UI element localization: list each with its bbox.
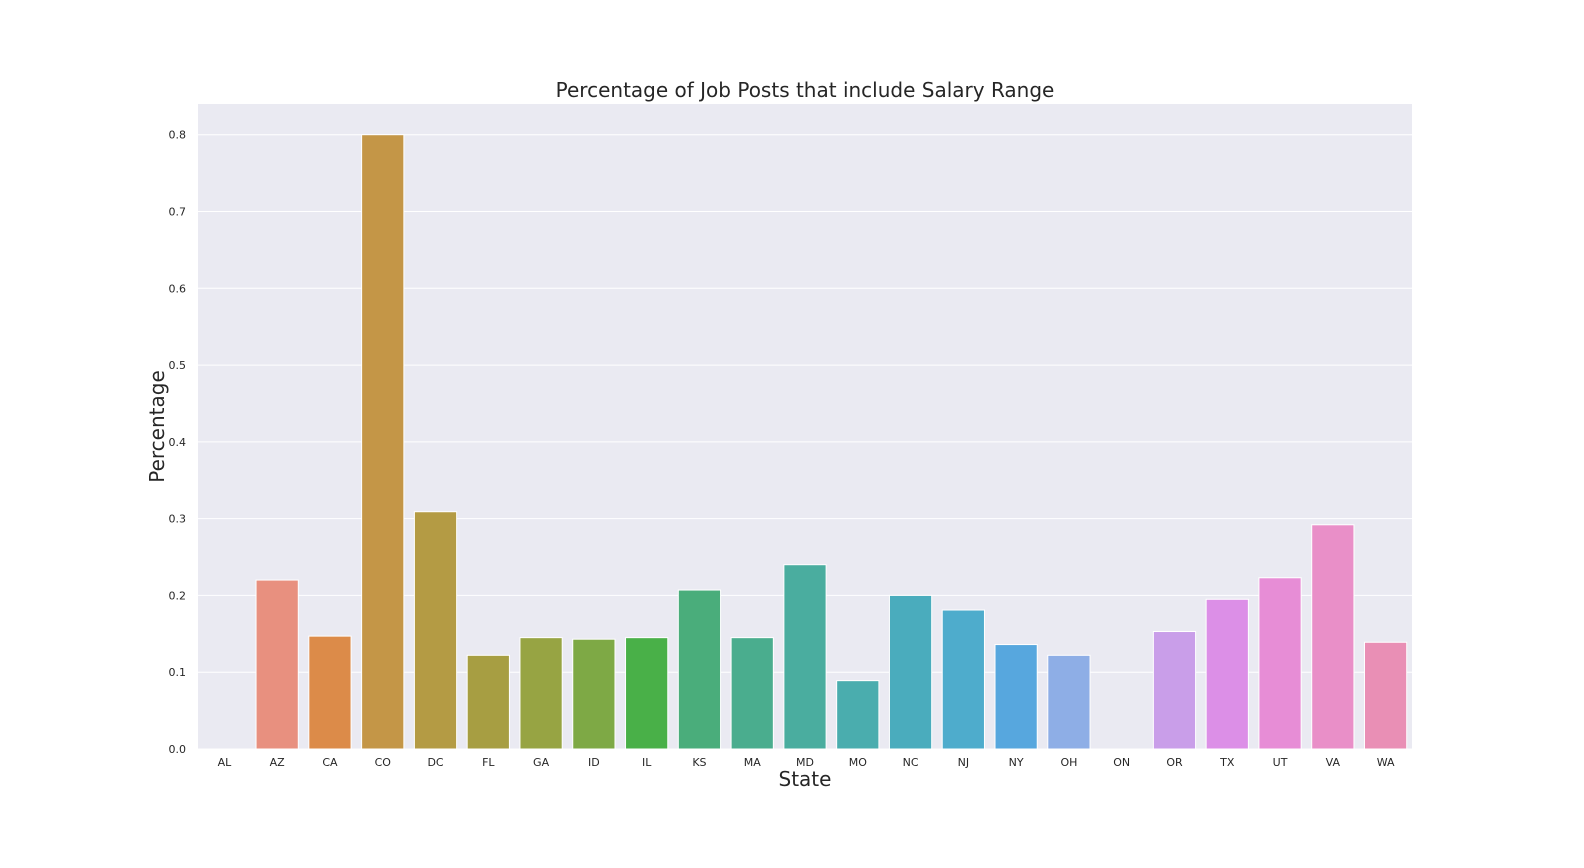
- x-tick-label-id: ID: [588, 756, 600, 769]
- x-tick-label-va: VA: [1326, 756, 1341, 769]
- x-tick-label-az: AZ: [270, 756, 286, 769]
- bar-va: [1311, 524, 1355, 750]
- y-tick-label: 0.5: [169, 359, 187, 372]
- x-tick-label-fl: FL: [482, 756, 495, 769]
- x-tick-label-dc: DC: [427, 756, 443, 769]
- bars: [255, 134, 1408, 750]
- y-axis-label: Percentage: [145, 370, 169, 483]
- bar-ga: [519, 637, 563, 750]
- bar-az: [255, 579, 299, 750]
- x-tick-label-nc: NC: [903, 756, 919, 769]
- chart-title: Percentage of Job Posts that include Sal…: [556, 78, 1055, 102]
- bar-wa: [1363, 641, 1408, 750]
- x-tick-labels: AL AZ CA CO DC FL GA ID IL KS MA MD MO NC NJ NY OH ON OR TX…: [218, 756, 1395, 769]
- bar-nj: [941, 609, 985, 750]
- x-tick-label-al: AL: [218, 756, 233, 769]
- x-tick-label-or: OR: [1166, 756, 1183, 769]
- x-tick-label-md: MD: [796, 756, 814, 769]
- bar-tx: [1205, 598, 1249, 750]
- x-tick-label-on: ON: [1113, 756, 1130, 769]
- y-tick-label: 0.0: [169, 743, 187, 756]
- x-tick-label-ca: CA: [322, 756, 338, 769]
- y-tick-labels: 0.0 0.1 0.2 0.3 0.4 0.5 0.6 0.7 0.8: [169, 129, 187, 756]
- x-axis-label: State: [779, 767, 832, 791]
- bar-ny: [994, 644, 1038, 750]
- x-tick-label-ma: MA: [744, 756, 761, 769]
- bar-il: [625, 637, 669, 750]
- y-tick-label: 0.2: [169, 589, 187, 602]
- bar-ma: [730, 637, 774, 750]
- bar-fl: [466, 654, 510, 750]
- x-tick-label-ks: KS: [692, 756, 706, 769]
- y-tick-label: 0.8: [169, 129, 187, 142]
- x-tick-label-il: IL: [642, 756, 652, 769]
- x-tick-label-ga: GA: [533, 756, 550, 769]
- bar-ca: [308, 635, 352, 750]
- bar-dc: [413, 511, 458, 750]
- bar-or: [1152, 631, 1197, 750]
- bar-oh: [1047, 654, 1091, 750]
- bar-md: [783, 564, 827, 750]
- x-tick-label-nj: NJ: [958, 756, 969, 769]
- y-tick-label: 0.6: [169, 282, 187, 295]
- bar-id: [572, 638, 616, 750]
- bar-ut: [1258, 577, 1302, 750]
- y-tick-label: 0.3: [169, 513, 187, 526]
- y-tick-label: 0.1: [169, 666, 187, 679]
- bar-ks: [677, 589, 722, 750]
- bar-mo: [836, 680, 880, 750]
- bar-nc: [888, 594, 933, 750]
- x-tick-label-co: CO: [375, 756, 392, 769]
- x-tick-label-ny: NY: [1009, 756, 1024, 769]
- x-tick-label-tx: TX: [1219, 756, 1235, 769]
- x-tick-label-wa: WA: [1377, 756, 1395, 769]
- x-tick-label-mo: MO: [849, 756, 867, 769]
- y-tick-label: 0.7: [169, 206, 187, 219]
- y-tick-label: 0.4: [169, 436, 187, 449]
- bar-co: [361, 134, 405, 750]
- x-tick-label-oh: OH: [1060, 756, 1077, 769]
- x-tick-label-ut: UT: [1273, 756, 1288, 769]
